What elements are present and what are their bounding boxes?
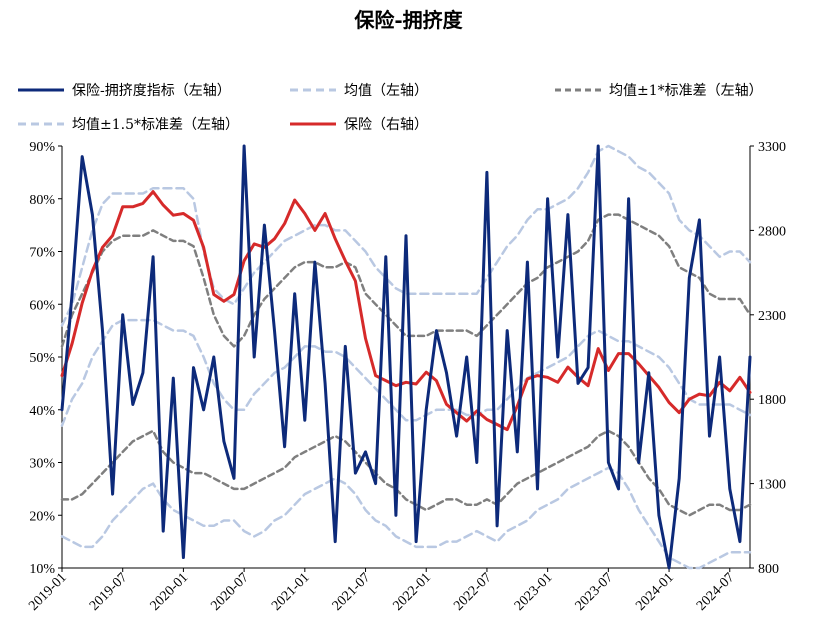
legend-swatch-crowding <box>18 88 64 92</box>
left-tick-label: 60% <box>29 298 55 313</box>
left-tick-label: 20% <box>29 509 55 524</box>
x-tick-label: 2022-07 <box>451 570 495 614</box>
x-tick-label: 2021-01 <box>269 570 313 614</box>
series-std1-upper-line <box>60 213 752 348</box>
x-tick-label: 2021-07 <box>330 570 374 614</box>
series-crowding-line <box>60 144 752 570</box>
legend-label-insurance: 保险（右轴） <box>344 117 428 133</box>
legend-item-std15: 均值±1.5*标准差（左轴） <box>18 114 239 134</box>
legend-label-crowding: 保险-拥挤度指标（左轴） <box>72 83 231 99</box>
x-tick-label: 2020-07 <box>208 570 252 614</box>
legend-item-std1: 均值±1*标准差（左轴） <box>555 80 763 100</box>
legend-label-std1: 均值±1*标准差（左轴） <box>609 83 763 99</box>
legend-swatch-std1 <box>555 88 601 92</box>
chart-title: 保险-拥挤度 <box>354 8 463 32</box>
left-tick-label: 10% <box>29 562 55 577</box>
x-tick-label: 2023-07 <box>573 570 617 614</box>
left-tick-label: 30% <box>29 457 55 472</box>
legend-item-insurance: 保险（右轴） <box>290 114 428 134</box>
left-tick-label: 40% <box>29 404 55 419</box>
left-tick-label: 70% <box>29 246 55 261</box>
legend-swatch-insurance <box>290 122 336 126</box>
left-tick-label: 50% <box>29 351 55 366</box>
left-tick-label: 80% <box>29 193 55 208</box>
x-tick-label: 2019-07 <box>87 570 131 614</box>
chart-series <box>60 144 752 570</box>
right-tick-label: 800 <box>758 562 779 577</box>
legend-label-std15: 均值±1.5*标准差（左轴） <box>72 117 239 133</box>
legend-label-mean: 均值（左轴） <box>344 83 428 99</box>
right-tick-label: 1300 <box>758 478 786 493</box>
x-tick-label: 2024-07 <box>694 570 738 614</box>
series-std15-lower-line <box>60 466 752 570</box>
legend-swatch-std15 <box>18 122 64 126</box>
x-tick-label: 2020-01 <box>148 570 192 614</box>
right-tick-label: 3300 <box>758 140 786 155</box>
legend-item-crowding: 保险-拥挤度指标（左轴） <box>18 80 231 100</box>
x-tick-label: 2024-01 <box>633 570 677 614</box>
left-tick-label: 90% <box>29 140 55 155</box>
right-tick-label: 1800 <box>758 393 786 408</box>
x-tick-label: 2022-01 <box>390 570 434 614</box>
right-tick-label: 2800 <box>758 224 786 239</box>
series-std15-upper-line <box>60 144 752 327</box>
legend-swatch-mean <box>290 88 336 92</box>
x-tick-label: 2023-01 <box>512 570 556 614</box>
right-tick-label: 2300 <box>758 309 786 324</box>
legend-item-mean: 均值（左轴） <box>290 80 428 100</box>
